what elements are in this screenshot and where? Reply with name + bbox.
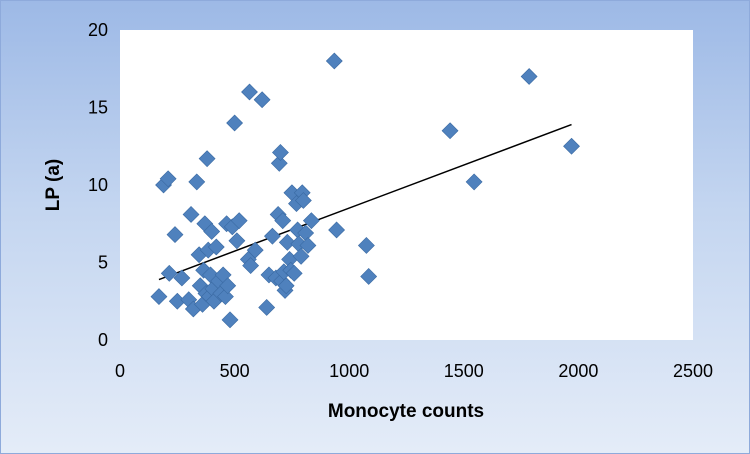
data-point <box>357 237 375 254</box>
trendline <box>158 123 572 281</box>
data-point <box>221 311 239 329</box>
data-point <box>563 137 580 155</box>
data-point <box>325 52 343 70</box>
data-point <box>299 237 317 254</box>
data-point <box>160 264 178 282</box>
y-tick-label: 0 <box>98 330 108 350</box>
data-point <box>228 232 246 250</box>
data-point <box>182 206 200 223</box>
x-tick-label: 2500 <box>673 361 713 381</box>
data-point <box>188 173 206 191</box>
data-point <box>294 192 312 209</box>
y-tick-label: 20 <box>88 20 108 40</box>
data-point <box>465 173 483 191</box>
data-point <box>263 227 281 245</box>
data-point <box>302 212 320 230</box>
data-point <box>360 268 378 285</box>
data-point <box>278 233 296 251</box>
data-point <box>285 264 303 282</box>
data-point <box>203 223 221 240</box>
y-tick-label: 10 <box>88 175 108 195</box>
data-point <box>242 257 260 275</box>
data-point <box>274 212 292 230</box>
data-point <box>292 247 310 265</box>
data-point <box>277 277 295 295</box>
data-point <box>159 170 177 188</box>
data-point <box>166 226 184 244</box>
x-tick-label: 0 <box>115 361 125 381</box>
x-axis-title: Monocyte counts <box>328 401 484 422</box>
x-tick-label: 1500 <box>444 361 484 381</box>
data-point <box>441 122 459 140</box>
data-point <box>230 212 248 230</box>
data-point <box>219 277 237 295</box>
data-point <box>258 299 276 316</box>
data-point <box>246 241 264 259</box>
data-point <box>226 114 244 132</box>
x-tick-label: 2000 <box>558 361 598 381</box>
x-tick-label: 500 <box>220 361 250 381</box>
data-point <box>253 91 271 109</box>
data-point <box>270 154 288 172</box>
data-point <box>173 269 191 287</box>
y-tick-label: 15 <box>88 98 108 118</box>
data-point <box>217 288 234 306</box>
data-point <box>241 83 258 101</box>
data-point <box>207 238 225 256</box>
data-point <box>520 68 538 85</box>
data-point <box>328 221 346 239</box>
y-tick-label: 5 <box>98 253 108 273</box>
x-tick-label: 1000 <box>329 361 369 381</box>
data-point <box>198 150 216 168</box>
data-point <box>150 288 168 306</box>
y-axis-title: LP (a) <box>43 159 64 211</box>
data-point <box>272 144 289 161</box>
